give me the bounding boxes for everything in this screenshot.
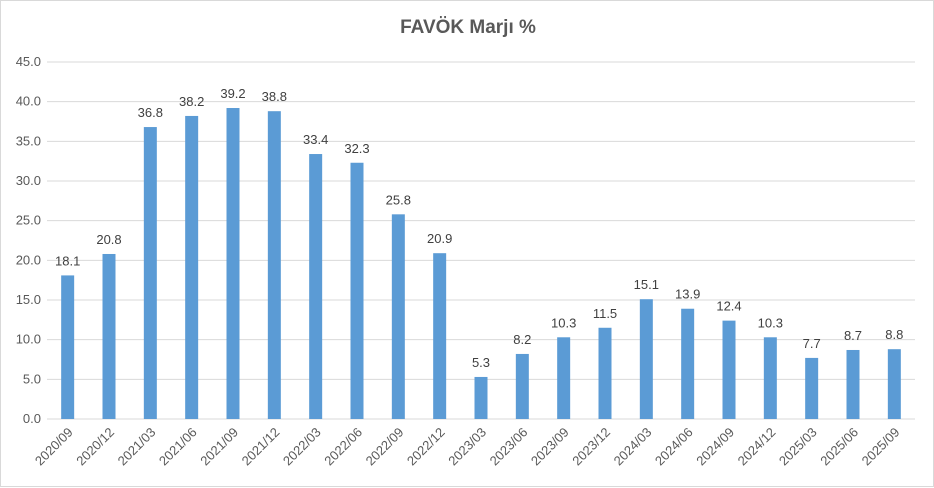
x-tick-label: 2022/03 [280,425,324,469]
x-tick-label: 2025/06 [817,425,861,469]
bar [267,111,281,419]
bar [61,275,75,419]
bar [763,337,777,419]
bar [391,214,405,419]
data-label: 5.3 [472,355,490,370]
data-label: 8.8 [885,327,903,342]
x-tick-label: 2022/12 [404,425,448,469]
y-tick-label: 45.0 [16,54,41,69]
data-label: 39.2 [220,86,245,101]
data-label: 8.7 [844,328,862,343]
x-tick-label: 2024/03 [611,425,655,469]
y-tick-label: 25.0 [16,213,41,228]
data-label: 10.3 [758,315,783,330]
y-tick-label: 40.0 [16,94,41,109]
data-label: 8.2 [513,332,531,347]
bar [226,108,240,419]
data-label: 36.8 [138,105,163,120]
y-tick-label: 30.0 [16,173,41,188]
bar [309,154,323,419]
x-tick-label: 2021/03 [115,425,159,469]
x-tick-label: 2023/03 [445,425,489,469]
bar [557,337,571,419]
y-tick-label: 0.0 [23,411,41,426]
x-tick-label: 2021/06 [156,425,200,469]
data-label: 13.9 [675,287,700,302]
data-label: 25.8 [386,192,411,207]
data-label: 38.8 [262,89,287,104]
x-tick-label: 2021/12 [239,425,283,469]
bar [598,327,612,419]
data-label: 38.2 [179,94,204,109]
bar [102,253,116,419]
data-label: 10.3 [551,315,576,330]
bar [143,127,157,419]
bar [433,253,447,419]
x-tick-label: 2024/06 [652,425,696,469]
data-label: 20.8 [96,232,121,247]
y-tick-label: 15.0 [16,292,41,307]
bar [846,349,860,419]
bar [805,357,819,419]
data-label: 18.1 [55,253,80,268]
x-tick-label: 2022/09 [363,425,407,469]
x-tick-label: 2020/12 [73,425,117,469]
data-label: 20.9 [427,231,452,246]
bar [639,299,653,419]
x-tick-label: 2020/09 [32,425,76,469]
x-tick-label: 2025/03 [776,425,820,469]
bar [722,320,736,419]
y-tick-label: 20.0 [16,252,41,267]
x-tick-label: 2025/09 [859,425,903,469]
x-tick-label: 2024/12 [735,425,779,469]
data-label: 11.5 [593,306,617,321]
bar [350,162,364,419]
chart-title: FAVÖK Marjı % [400,17,536,38]
bar [515,353,529,419]
data-label: 7.7 [803,336,821,351]
bar [681,308,695,419]
x-tick-label: 2023/09 [528,425,572,469]
bar [474,376,488,419]
x-tick-label: 2024/09 [693,425,737,469]
data-label: 32.3 [344,141,369,156]
y-tick-label: 10.0 [16,332,41,347]
data-label: 33.4 [303,132,328,147]
x-tick-label: 2021/09 [197,425,241,469]
x-tick-label: 2023/12 [569,425,613,469]
x-tick-label: 2022/06 [321,425,365,469]
y-tick-label: 35.0 [16,133,41,148]
bar [887,349,901,419]
bar [185,115,199,420]
y-tick-label: 5.0 [23,371,41,386]
data-label: 12.4 [716,299,741,314]
x-tick-label: 2023/06 [487,425,531,469]
data-label: 15.1 [634,277,659,292]
